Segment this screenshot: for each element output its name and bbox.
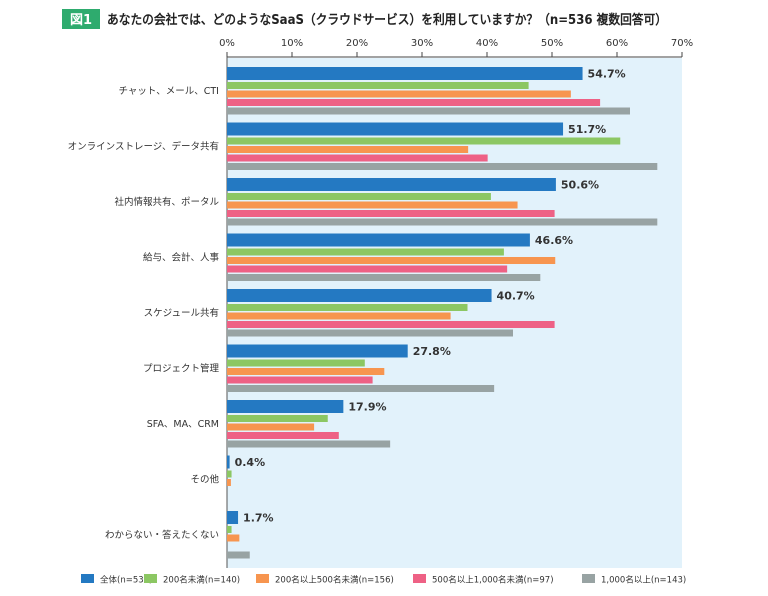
category-label: オンラインストレージ、データ共有 (68, 141, 219, 153)
x-tick-label: 20% (346, 38, 368, 49)
x-tick-label: 70% (671, 38, 693, 49)
bar (227, 233, 530, 247)
bar (227, 137, 621, 145)
bar (227, 248, 504, 256)
bar (227, 455, 230, 469)
data-label: 46.6% (535, 234, 573, 247)
data-label: 40.7% (497, 290, 535, 303)
data-label: 27.8% (413, 345, 451, 358)
bar (227, 368, 385, 375)
data-label: 17.9% (348, 401, 386, 414)
bar (227, 82, 529, 89)
legend-swatch (582, 574, 595, 583)
bar (227, 304, 468, 311)
data-label: 51.7% (568, 123, 606, 136)
category-label: チャット、メール、CTI (119, 86, 219, 97)
figure-label: 図1 (70, 13, 92, 28)
bar (227, 415, 328, 422)
bar (227, 385, 495, 392)
data-label: 50.6% (561, 179, 599, 192)
bar (227, 193, 491, 200)
legend-swatch (256, 574, 269, 583)
bar (227, 440, 391, 448)
bar (227, 423, 315, 431)
bar (227, 201, 518, 209)
bar (227, 122, 564, 136)
x-tick-label: 10% (281, 38, 303, 49)
bar (227, 526, 232, 533)
bar (227, 479, 231, 486)
bar (227, 210, 555, 217)
legend-swatch (413, 574, 426, 583)
bar (227, 67, 583, 80)
bar (227, 321, 555, 328)
bar (227, 274, 541, 281)
data-label: 1.7% (243, 512, 274, 525)
x-tick-label: 0% (219, 38, 235, 49)
chart-title: あなたの会社では、どのようなSaaS（クラウドサービス）を利用していますか？（n… (107, 12, 667, 28)
category-label: プロジェクト管理 (143, 363, 220, 375)
bar (227, 146, 469, 153)
bar (227, 359, 365, 367)
legend-label: 全体(n=536) (100, 575, 152, 586)
x-tick-label: 50% (541, 38, 563, 49)
bar (227, 265, 508, 273)
figure-label-box (62, 9, 100, 29)
legend-swatch (144, 574, 157, 583)
category-label: SFA、MA、CRM (147, 419, 219, 430)
legend-label: 200名未満(n=140) (163, 575, 240, 586)
bar (227, 432, 339, 439)
category-label: わからない・答えたくない (105, 529, 219, 541)
category-label: 社内情報共有、ポータル (114, 196, 219, 208)
category-label: その他 (190, 474, 219, 486)
bar (227, 257, 556, 264)
legend-label: 200名以上500名未満(n=156) (275, 575, 394, 586)
bar (227, 178, 556, 191)
data-label: 0.4% (235, 456, 266, 469)
bar (227, 376, 373, 384)
legend-label: 1,000名以上(n=143) (601, 575, 686, 586)
bar (227, 400, 344, 413)
bar (227, 344, 408, 358)
bar (227, 551, 250, 559)
category-label: 給与、会計、人事 (143, 252, 220, 264)
data-label: 54.7% (588, 68, 626, 81)
bar (227, 99, 601, 106)
category-label: スケジュール共有 (144, 307, 219, 319)
legend-swatch (81, 574, 94, 583)
bar (227, 470, 232, 478)
bar (227, 511, 239, 524)
bar (227, 163, 658, 170)
bar (227, 312, 451, 320)
bar (227, 90, 571, 98)
x-tick-label: 60% (606, 38, 628, 49)
bar (227, 289, 492, 302)
bar (227, 154, 488, 162)
legend-label: 500名以上1,000名未満(n=97) (432, 575, 554, 586)
bar (227, 218, 658, 226)
bar (227, 107, 630, 115)
x-tick-label: 40% (476, 38, 498, 49)
x-tick-label: 30% (411, 38, 433, 49)
bar (227, 329, 513, 337)
bar (227, 534, 240, 542)
